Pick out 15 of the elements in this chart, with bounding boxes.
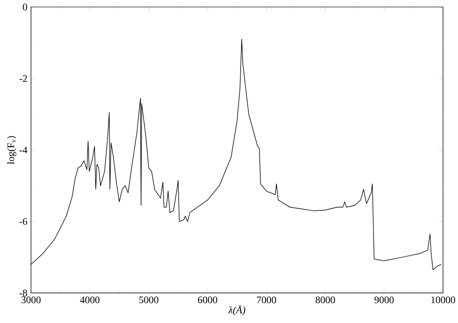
x-tick-label: 4000 bbox=[80, 296, 100, 304]
y-tick-label: -4 bbox=[20, 146, 28, 154]
y-tick-label: -8 bbox=[20, 290, 28, 296]
x-tick-label: 5000 bbox=[139, 296, 158, 304]
x-tick-label: 10000 bbox=[431, 296, 456, 304]
y-tick-label: 0 bbox=[22, 4, 28, 10]
y-axis-title: log(F$_{ν}$) bbox=[7, 136, 16, 164]
y-tick-label: -6 bbox=[20, 218, 28, 225]
x-tick-label: 8000 bbox=[316, 296, 335, 304]
x-tick-label: 6000 bbox=[198, 296, 218, 304]
x-tick-label: 3000 bbox=[21, 296, 41, 304]
x-tick-label: 7000 bbox=[257, 296, 276, 304]
x-axis-title: λ(Å) bbox=[228, 305, 246, 316]
x-tick-label: 9000 bbox=[374, 296, 394, 304]
y-tick-label: -2 bbox=[20, 75, 27, 82]
